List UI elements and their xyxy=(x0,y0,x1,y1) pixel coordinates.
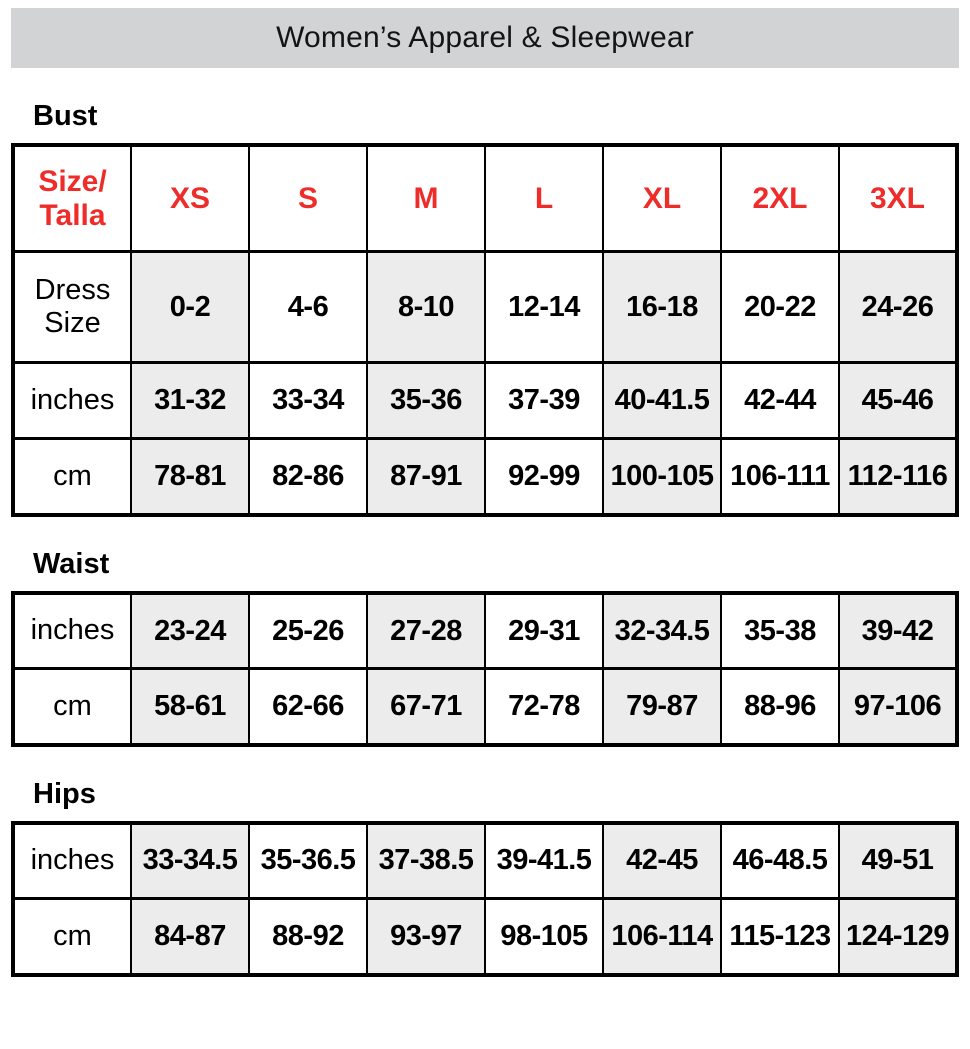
hips-table-row: inches 33-34.5 35-36.5 37-38.5 39-41.5 42-45 4… xyxy=(12,821,958,901)
data-cell: 23-24 xyxy=(130,591,250,671)
size-chart-page: Women’s Apparel & Sleepwear Bust Size/Tal… xyxy=(0,8,970,1049)
waist-table-row: cm 58-61 62-66 67-71 72-78 79-87 88-96 97-106 xyxy=(12,667,958,747)
data-cell: 20-22 xyxy=(720,250,840,365)
bust-table-row: Dress Size 0-2 4-6 8-10 12-14 16-18 20-22 24-26 xyxy=(12,250,958,365)
data-cell: 82-86 xyxy=(248,437,368,517)
data-cell: 32-34.5 xyxy=(602,591,722,671)
data-cell: 87-91 xyxy=(366,437,486,517)
size-talla-header-cell: Size/Talla xyxy=(12,143,132,254)
data-cell: 84-87 xyxy=(130,897,250,977)
data-cell: 106-114 xyxy=(602,897,722,977)
data-cell: 97-106 xyxy=(838,667,958,747)
data-cell: 35-36 xyxy=(366,361,486,441)
data-cell: 45-46 xyxy=(838,361,958,441)
data-cell: 24-26 xyxy=(838,250,958,365)
size-header-cell-s: S xyxy=(248,143,368,254)
data-cell: 78-81 xyxy=(130,437,250,517)
data-cell: 124-129 xyxy=(838,897,958,977)
row-label-cell: inches xyxy=(12,821,132,901)
data-cell: 35-36.5 xyxy=(248,821,368,901)
data-cell: 37-38.5 xyxy=(366,821,486,901)
bust-size-table: Size/Talla XS S M L XL 2XL 3XL Dress Size 0-2 4-6 8… xyxy=(11,142,959,517)
data-cell: 72-78 xyxy=(484,667,604,747)
data-cell: 62-66 xyxy=(248,667,368,747)
data-cell: 92-99 xyxy=(484,437,604,517)
row-label-cell: inches xyxy=(12,591,132,671)
size-header-cell-xl: XL xyxy=(602,143,722,254)
data-cell: 33-34.5 xyxy=(130,821,250,901)
data-cell: 4-6 xyxy=(248,250,368,365)
data-cell: 98-105 xyxy=(484,897,604,977)
data-cell: 42-44 xyxy=(720,361,840,441)
size-talla-line: Talla xyxy=(39,198,106,232)
data-cell: 29-31 xyxy=(484,591,604,671)
section-heading-bust: Bust xyxy=(33,100,98,132)
data-cell: 12-14 xyxy=(484,250,604,365)
data-cell: 8-10 xyxy=(366,250,486,365)
size-header-cell-m: M xyxy=(366,143,486,254)
row-label-cell: inches xyxy=(12,361,132,441)
size-header-cell-3xl: 3XL xyxy=(838,143,958,254)
bust-table-row: inches 31-32 33-34 35-36 37-39 40-41.5 42-44 45… xyxy=(12,361,958,441)
data-cell: 67-71 xyxy=(366,667,486,747)
data-cell: 88-96 xyxy=(720,667,840,747)
table-title-banner: Women’s Apparel & Sleepwear xyxy=(11,8,959,68)
hips-table-row: cm 84-87 88-92 93-97 98-105 106-114 115-123 124… xyxy=(12,897,958,977)
waist-size-table: inches 23-24 25-26 27-28 29-31 32-34.5 35-38 39… xyxy=(11,590,959,747)
data-cell: 35-38 xyxy=(720,591,840,671)
data-cell: 31-32 xyxy=(130,361,250,441)
section-heading-waist: Waist xyxy=(33,547,110,580)
bust-table-row: cm 78-81 82-86 87-91 92-99 100-105 106-111 112-… xyxy=(12,437,958,517)
data-cell: 39-42 xyxy=(838,591,958,671)
data-cell: 106-111 xyxy=(720,437,840,517)
data-cell: 79-87 xyxy=(602,667,722,747)
sections-container: Bust Size/Talla XS S M L XL 2XL 3XL Dress Size 0-2… xyxy=(0,100,970,977)
data-cell: 16-18 xyxy=(602,250,722,365)
data-cell: 25-26 xyxy=(248,591,368,671)
row-label-cell: cm xyxy=(12,897,132,977)
data-cell: 115-123 xyxy=(720,897,840,977)
data-cell: 42-45 xyxy=(602,821,722,901)
hips-size-table: inches 33-34.5 35-36.5 37-38.5 39-41.5 42-45 4… xyxy=(11,820,959,977)
size-header-cell-xs: XS xyxy=(130,143,250,254)
data-cell: 46-48.5 xyxy=(720,821,840,901)
data-cell: 33-34 xyxy=(248,361,368,441)
data-cell: 112-116 xyxy=(838,437,958,517)
data-cell: 49-51 xyxy=(838,821,958,901)
size-header-row: Size/Talla XS S M L XL 2XL 3XL xyxy=(12,143,958,254)
row-label-cell: Dress Size xyxy=(12,250,132,365)
size-header-cell-l: L xyxy=(484,143,604,254)
data-cell: 100-105 xyxy=(602,437,722,517)
data-cell: 0-2 xyxy=(130,250,250,365)
data-cell: 58-61 xyxy=(130,667,250,747)
section-heading-hips: Hips xyxy=(33,777,96,810)
row-label-cell: cm xyxy=(12,437,132,517)
size-talla-line: Size/ xyxy=(38,165,107,199)
data-cell: 40-41.5 xyxy=(602,361,722,441)
waist-table-row: inches 23-24 25-26 27-28 29-31 32-34.5 35-38 39… xyxy=(12,591,958,671)
row-label-cell: cm xyxy=(12,667,132,747)
data-cell: 93-97 xyxy=(366,897,486,977)
data-cell: 37-39 xyxy=(484,361,604,441)
size-header-cell-2xl: 2XL xyxy=(720,143,840,254)
data-cell: 27-28 xyxy=(366,591,486,671)
data-cell: 39-41.5 xyxy=(484,821,604,901)
data-cell: 88-92 xyxy=(248,897,368,977)
